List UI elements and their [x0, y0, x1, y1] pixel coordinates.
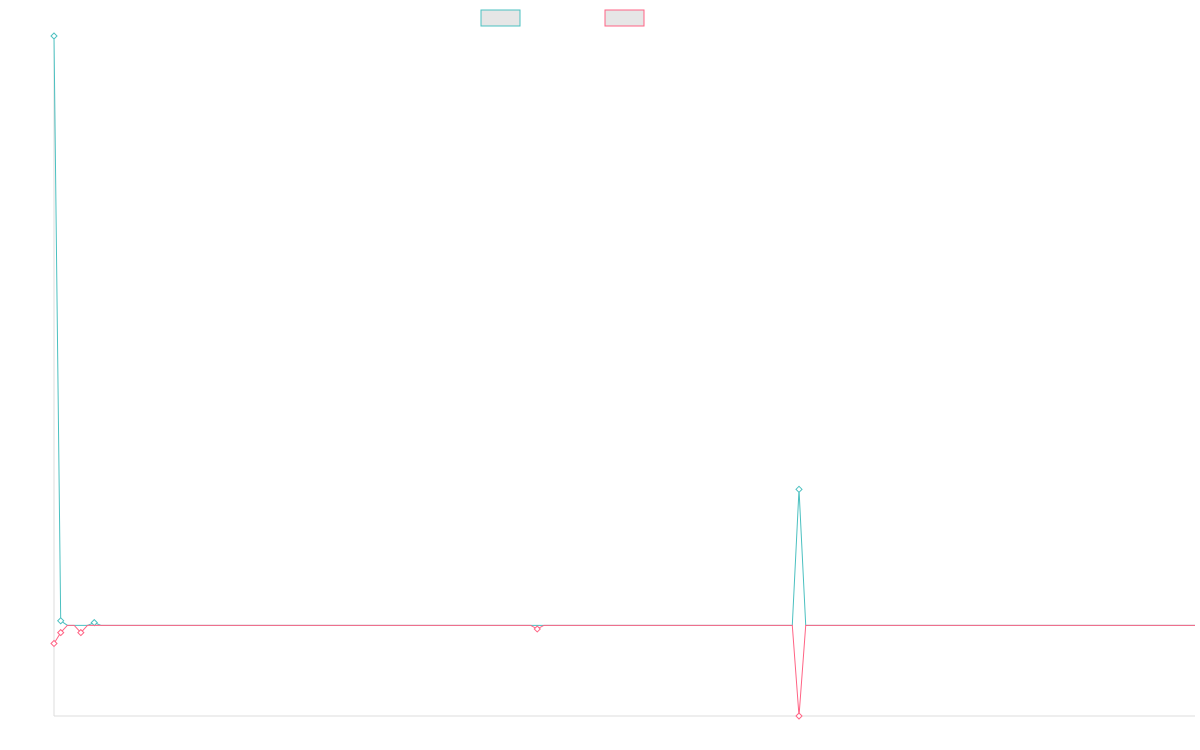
series-2-point-5 [795, 712, 803, 720]
legend [480, 9, 645, 27]
series-2-point-1 [57, 628, 65, 637]
series-1-point-5 [795, 485, 803, 494]
axes [53, 36, 1195, 717]
series-2-point-2 [77, 628, 85, 637]
legend-swatch-2[interactable] [604, 9, 645, 27]
series-2-point-0 [50, 639, 58, 648]
series-1-point-0 [50, 32, 58, 40]
series-line-1 [53, 35, 1195, 626]
series-1-point-3 [90, 618, 98, 627]
series-layer [50, 32, 1195, 720]
series-2-point-3 [533, 625, 541, 633]
legend-swatch-1[interactable] [480, 9, 521, 27]
series-1-point-1 [57, 617, 65, 625]
series-line-2 [53, 624, 1195, 717]
